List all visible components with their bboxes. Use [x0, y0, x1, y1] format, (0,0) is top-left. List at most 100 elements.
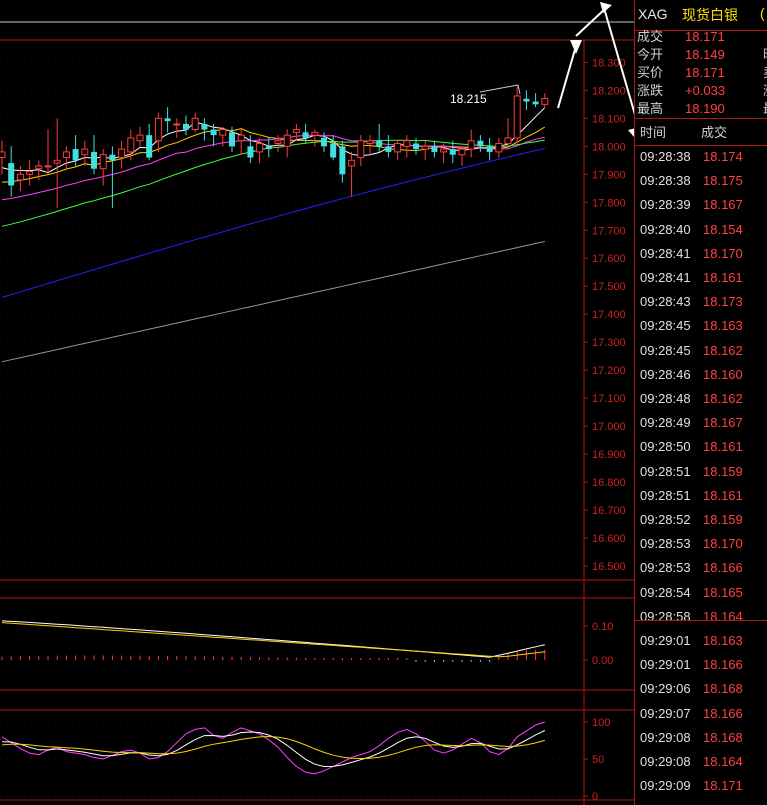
- candle-body-up[interactable]: [127, 137, 135, 153]
- candle-body-up[interactable]: [118, 148, 126, 159]
- candle-body-up[interactable]: [26, 171, 34, 175]
- candle-body-up[interactable]: [173, 123, 181, 126]
- chart-area[interactable]: 18.300 18.200 18.100 18.000 17.900 17.800 17.7…: [0, 0, 634, 805]
- candle-body-down[interactable]: [229, 132, 235, 147]
- candle-body-down[interactable]: [201, 123, 208, 130]
- candle-body-down[interactable]: [265, 146, 272, 150]
- candle-body-down[interactable]: [321, 137, 327, 147]
- candle-body-up[interactable]: [292, 129, 300, 133]
- candle-body-up[interactable]: [237, 134, 245, 142]
- candle-body-down[interactable]: [339, 146, 346, 175]
- tick-row[interactable]: 09:29:01 18.163: [635, 629, 767, 653]
- candle-body-up[interactable]: [440, 148, 448, 153]
- tick-row[interactable]: 09:28:45 18.162: [635, 339, 767, 363]
- tick-time: 09:28:45: [640, 318, 691, 334]
- candle-body-down[interactable]: [164, 118, 171, 122]
- tick-row[interactable]: 09:28:52 18.159: [635, 508, 767, 532]
- candle-body-down[interactable]: [385, 146, 392, 152]
- tick-row[interactable]: 09:28:41 18.170: [635, 242, 767, 266]
- tick-price: 18.174: [703, 149, 743, 164]
- candle-body-down[interactable]: [431, 146, 438, 152]
- candle-body-up[interactable]: [421, 145, 429, 150]
- candle-body-down[interactable]: [247, 146, 254, 158]
- tick-time: 09:28:43: [640, 294, 691, 310]
- tick-row[interactable]: 09:28:53 18.166: [635, 556, 767, 580]
- candle-body-up[interactable]: [311, 131, 319, 136]
- candle-body-up[interactable]: [366, 140, 374, 145]
- candle-body-up[interactable]: [467, 140, 475, 150]
- tick-row[interactable]: 09:28:43 18.173: [635, 290, 767, 314]
- candle-body-up[interactable]: [256, 143, 264, 153]
- candle-body-up[interactable]: [495, 143, 503, 153]
- candle-body-up[interactable]: [541, 97, 549, 105]
- tick-row[interactable]: 09:28:51 18.161: [635, 484, 767, 508]
- tick-row[interactable]: 09:28:48 18.162: [635, 387, 767, 411]
- tick-row[interactable]: 09:28:45 18.163: [635, 314, 767, 338]
- candle-body-down[interactable]: [146, 135, 153, 158]
- candle-body-up[interactable]: [274, 140, 282, 145]
- quote-value: 18.190: [685, 101, 725, 116]
- tick-row[interactable]: 09:28:40 18.154: [635, 218, 767, 242]
- candle-body-up[interactable]: [283, 134, 291, 147]
- kdj-panel[interactable]: 100 50 0: [0, 717, 610, 803]
- quote-next-label: 卖: [763, 63, 767, 82]
- candle-body-up[interactable]: [62, 151, 70, 159]
- tick-row[interactable]: 09:28:38 18.175: [635, 169, 767, 193]
- candle-body-up[interactable]: [136, 134, 144, 142]
- candle-body-up[interactable]: [403, 140, 411, 147]
- candle-body-down[interactable]: [210, 129, 217, 136]
- candle-body-up[interactable]: [81, 148, 89, 156]
- price-tick-label: 17.100: [592, 393, 626, 405]
- candle-body-down[interactable]: [183, 123, 189, 130]
- candle-body-up[interactable]: [394, 143, 402, 153]
- tick-row[interactable]: 09:28:49 18.167: [635, 411, 767, 435]
- candle-body-down[interactable]: [532, 101, 539, 105]
- tick-row[interactable]: 09:29:07 18.166: [635, 702, 767, 726]
- tick-price: 18.173: [703, 294, 743, 310]
- candle-body-down[interactable]: [449, 149, 456, 155]
- candle-body-down[interactable]: [8, 163, 15, 186]
- candle-body-up[interactable]: [348, 159, 356, 167]
- candle-body-up[interactable]: [0, 151, 6, 159]
- candlestick-series[interactable]: [0, 86, 549, 208]
- candle-body-down[interactable]: [330, 143, 337, 158]
- tick-row[interactable]: 09:28:46 18.160: [635, 363, 767, 387]
- candle-body-down[interactable]: [376, 140, 383, 147]
- candle-body-down[interactable]: [91, 151, 97, 169]
- tick-row[interactable]: 09:28:58 18.164: [635, 605, 767, 629]
- candle-body-down[interactable]: [486, 146, 493, 152]
- candle-body-down[interactable]: [109, 154, 116, 161]
- tick-row[interactable]: 09:29:08 18.164: [635, 750, 767, 774]
- candle-body-up[interactable]: [458, 148, 466, 156]
- tick-row[interactable]: 09:29:08 18.168: [635, 726, 767, 750]
- tick-row[interactable]: 09:29:01 18.166: [635, 653, 767, 677]
- tick-row[interactable]: 09:29:06 18.168: [635, 677, 767, 701]
- candle-body-up[interactable]: [44, 165, 52, 168]
- tick-row[interactable]: 09:28:50 18.161: [635, 435, 767, 459]
- candle-body-up[interactable]: [99, 154, 107, 170]
- tick-row[interactable]: 09:29:09 18.171: [635, 774, 767, 798]
- tick-price: 18.161: [703, 270, 743, 285]
- candle-body-up[interactable]: [504, 137, 512, 145]
- candle-body-up[interactable]: [53, 159, 61, 164]
- candle-body-up[interactable]: [16, 173, 24, 181]
- candle-body-down[interactable]: [413, 143, 419, 150]
- candle-body-up[interactable]: [357, 140, 365, 159]
- candle-body-down[interactable]: [302, 132, 309, 138]
- tick-row[interactable]: 09:28:38 18.174: [635, 145, 767, 169]
- candle-body-up[interactable]: [513, 95, 521, 139]
- tick-time: 09:29:01: [640, 633, 691, 648]
- tick-row[interactable]: 09:28:51 18.159: [635, 460, 767, 484]
- candle-body-up[interactable]: [154, 117, 162, 142]
- tick-row[interactable]: 09:28:54 18.165: [635, 581, 767, 605]
- candle-body-down[interactable]: [523, 98, 530, 102]
- candle-body-up[interactable]: [219, 129, 227, 136]
- candle-body-down[interactable]: [72, 149, 79, 161]
- candle-body-up[interactable]: [35, 165, 43, 170]
- tick-row[interactable]: 09:28:41 18.161: [635, 266, 767, 290]
- tick-row[interactable]: 09:28:39 18.167: [635, 193, 767, 217]
- candle-body-down[interactable]: [477, 140, 484, 147]
- candle-body-up[interactable]: [191, 117, 199, 131]
- tick-row[interactable]: 09:28:53 18.170: [635, 532, 767, 556]
- macd-panel[interactable]: 0.10 0.00: [0, 620, 613, 667]
